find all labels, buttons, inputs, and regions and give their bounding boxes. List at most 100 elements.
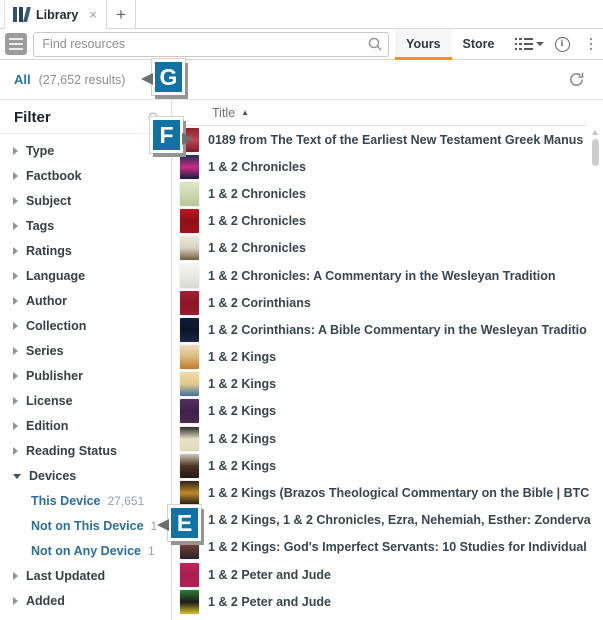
- annotation-letter: E: [176, 509, 193, 536]
- list-item[interactable]: 1 & 2 Peter and Jude: [172, 588, 603, 615]
- book-cover-thumbnail: [180, 535, 199, 560]
- filter-group-tags[interactable]: Tags: [0, 213, 171, 238]
- filter-option-not-on-any-device[interactable]: Not on Any Device 1: [0, 538, 171, 563]
- filter-heading: Filter: [14, 109, 51, 126]
- filter-group-label: Edition: [26, 418, 69, 433]
- list-item[interactable]: 1 & 2 Kings: [172, 452, 603, 479]
- filter-group-publisher[interactable]: Publisher: [0, 363, 171, 388]
- title-column-label: Title: [212, 105, 236, 120]
- filter-option-label: Not on Any Device: [31, 543, 141, 558]
- filter-option-this-device[interactable]: This Device 27,651: [0, 488, 171, 513]
- chevron-right-icon: [13, 271, 18, 280]
- filter-group-collection[interactable]: Collection: [0, 313, 171, 338]
- book-cover-thumbnail: [180, 481, 199, 506]
- scroll-up-icon[interactable]: [592, 130, 598, 135]
- filter-option-label: This Device: [31, 493, 101, 508]
- search-input[interactable]: [33, 31, 390, 57]
- book-cover-thumbnail: [180, 317, 199, 342]
- list-item[interactable]: 1 & 2 Chronicles: [172, 208, 603, 235]
- list-item[interactable]: 1 & 2 Kings, 1 & 2 Chronicles, Ezra, Neh…: [172, 507, 603, 534]
- filter-group-ratings[interactable]: Ratings: [0, 238, 171, 263]
- chevron-right-icon: [13, 296, 18, 305]
- filter-group-devices[interactable]: Devices: [0, 463, 171, 488]
- yours-tab[interactable]: Yours: [395, 28, 452, 60]
- list-item[interactable]: 0189 from The Text of the Earliest New T…: [172, 126, 603, 153]
- filter-option-count: 1: [150, 518, 158, 533]
- refresh-icon[interactable]: [568, 71, 585, 88]
- view-selector[interactable]: [514, 37, 544, 51]
- new-tab-button[interactable]: +: [107, 0, 136, 29]
- filter-group-language[interactable]: Language: [0, 263, 171, 288]
- scrollbar-thumb[interactable]: [591, 139, 599, 166]
- filter-group-label: Added: [26, 593, 65, 608]
- filter-group-added[interactable]: Added: [0, 588, 171, 613]
- title-column-header[interactable]: Title ▲: [172, 100, 587, 126]
- filter-groups: Type Factbook Subject Tags Ratings Language Au…: [0, 134, 171, 613]
- list-item[interactable]: 1 & 2 Corinthians: [172, 289, 603, 316]
- filter-group-subject[interactable]: Subject: [0, 188, 171, 213]
- sort-ascending-icon: ▲: [241, 108, 250, 117]
- filter-option-label: Not on This Device: [31, 518, 144, 533]
- filter-group-label: Tags: [26, 218, 55, 233]
- list-item[interactable]: 1 & 2 Kings: [172, 398, 603, 425]
- list-item[interactable]: 1 & 2 Chronicles: A Commentary in the We…: [172, 262, 603, 289]
- book-title: 0189 from The Text of the Earliest New T…: [208, 132, 584, 147]
- book-cover-thumbnail: [180, 589, 199, 614]
- filter-option-not-on-this-device[interactable]: Not on This Device 1: [0, 513, 171, 538]
- list-item[interactable]: 1 & 2 Kings: [172, 371, 603, 398]
- filter-group-factbook[interactable]: Factbook: [0, 163, 171, 188]
- annotation-pointer: [157, 519, 169, 531]
- scope-all-link[interactable]: All: [14, 72, 31, 87]
- chevron-right-icon: [13, 421, 18, 430]
- annotation-marker-f: F: [150, 117, 194, 153]
- book-title: 1 & 2 Kings: [208, 458, 277, 473]
- list-item[interactable]: 1 & 2 Kings (Brazos Theological Commenta…: [172, 479, 603, 506]
- chevron-right-icon: [13, 346, 18, 355]
- close-icon[interactable]: ×: [89, 7, 97, 22]
- tab-library[interactable]: Library ×: [4, 0, 107, 29]
- filter-group-last-updated[interactable]: Last Updated: [0, 563, 171, 588]
- book-cover-thumbnail: [180, 154, 199, 179]
- list-item[interactable]: 1 & 2 Chronicles: [172, 180, 603, 207]
- menu-icon[interactable]: [5, 33, 28, 55]
- list-item[interactable]: 1 & 2 Peter and Jude: [172, 561, 603, 588]
- book-title: 1 & 2 Kings, 1 & 2 Chronicles, Ezra, Neh…: [208, 513, 591, 528]
- filter-group-label: Reading Status: [26, 443, 117, 458]
- filter-option-count: 1: [147, 543, 155, 558]
- toolbar: Yours Store i: [0, 28, 603, 60]
- list-item[interactable]: 1 & 2 Kings: God's Imperfect Servants: 1…: [172, 534, 603, 561]
- book-title: 1 & 2 Kings (Brazos Theological Commenta…: [208, 486, 590, 501]
- list-item[interactable]: 1 & 2 Kings: [172, 425, 603, 452]
- book-cover-thumbnail: [180, 426, 199, 451]
- list-item[interactable]: 1 & 2 Chronicles: [172, 153, 603, 180]
- filter-group-author[interactable]: Author: [0, 288, 171, 313]
- filter-group-reading-status[interactable]: Reading Status: [0, 438, 171, 463]
- resource-list: Title ▲ 0189 from The Text of the Earlie…: [172, 100, 603, 620]
- kebab-menu-icon[interactable]: [587, 35, 596, 54]
- list-item[interactable]: 1 & 2 Chronicles: [172, 235, 603, 262]
- list-item[interactable]: 1 & 2 Kings: [172, 344, 603, 371]
- list-item[interactable]: 1 & 2 Corinthians: A Bible Commentary in…: [172, 316, 603, 343]
- filter-group-label: Last Updated: [26, 568, 106, 583]
- filter-group-license[interactable]: License: [0, 388, 171, 413]
- chevron-right-icon: [13, 571, 18, 580]
- filter-group-label: Series: [26, 343, 64, 358]
- filter-group-label: Devices: [29, 468, 77, 483]
- filter-group-label: Language: [26, 268, 86, 283]
- book-title: 1 & 2 Kings: [208, 431, 277, 446]
- annotation-pointer: [141, 73, 153, 85]
- store-tab[interactable]: Store: [462, 37, 495, 51]
- annotation-letter: F: [159, 121, 174, 148]
- scrollbar[interactable]: [590, 130, 600, 166]
- book-cover-thumbnail: [180, 181, 199, 206]
- book-cover-thumbnail: [180, 209, 199, 234]
- filter-group-label: Type: [26, 143, 55, 158]
- annotation-marker-g: G: [141, 59, 185, 95]
- info-icon[interactable]: i: [554, 36, 570, 52]
- filter-group-series[interactable]: Series: [0, 338, 171, 363]
- book-title: 1 & 2 Peter and Jude: [208, 567, 331, 582]
- library-books-icon: [13, 7, 31, 22]
- results-count: (27,652 results): [38, 72, 126, 87]
- filter-group-edition[interactable]: Edition: [0, 413, 171, 438]
- filter-group-type[interactable]: Type: [0, 138, 171, 163]
